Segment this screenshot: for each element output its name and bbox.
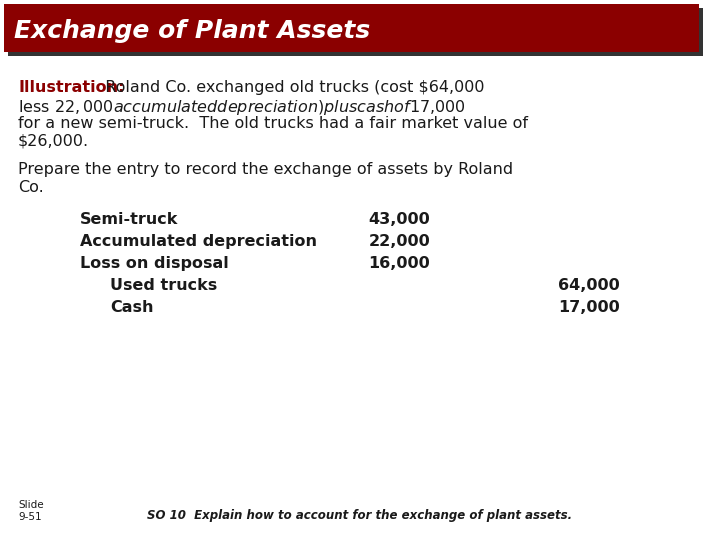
Text: 43,000: 43,000 bbox=[368, 212, 430, 227]
Text: 22,000: 22,000 bbox=[368, 234, 430, 249]
Text: Accumulated depreciation: Accumulated depreciation bbox=[80, 234, 317, 249]
Text: less $22,000 accumulated depreciation) plus cash of $17,000: less $22,000 accumulated depreciation) p… bbox=[18, 98, 466, 117]
Text: Slide
9-51: Slide 9-51 bbox=[18, 501, 44, 522]
Text: 64,000: 64,000 bbox=[558, 278, 620, 293]
Text: Roland Co. exchanged old trucks (cost $64,000: Roland Co. exchanged old trucks (cost $6… bbox=[95, 80, 485, 95]
Text: Exchange of Plant Assets: Exchange of Plant Assets bbox=[14, 19, 370, 43]
Text: Loss on disposal: Loss on disposal bbox=[80, 256, 229, 271]
FancyBboxPatch shape bbox=[8, 8, 703, 56]
Text: 16,000: 16,000 bbox=[368, 256, 430, 271]
Text: Prepare the entry to record the exchange of assets by Roland: Prepare the entry to record the exchange… bbox=[18, 162, 513, 177]
Text: Illustration:: Illustration: bbox=[18, 80, 125, 95]
Text: Used trucks: Used trucks bbox=[110, 278, 217, 293]
Text: SO 10  Explain how to account for the exchange of plant assets.: SO 10 Explain how to account for the exc… bbox=[148, 509, 572, 522]
Text: 17,000: 17,000 bbox=[558, 300, 620, 315]
Text: Semi-truck: Semi-truck bbox=[80, 212, 179, 227]
Text: for a new semi-truck.  The old trucks had a fair market value of: for a new semi-truck. The old trucks had… bbox=[18, 116, 528, 131]
Text: Co.: Co. bbox=[18, 180, 44, 195]
Text: $26,000.: $26,000. bbox=[18, 134, 89, 149]
FancyBboxPatch shape bbox=[4, 4, 699, 52]
Text: Cash: Cash bbox=[110, 300, 153, 315]
